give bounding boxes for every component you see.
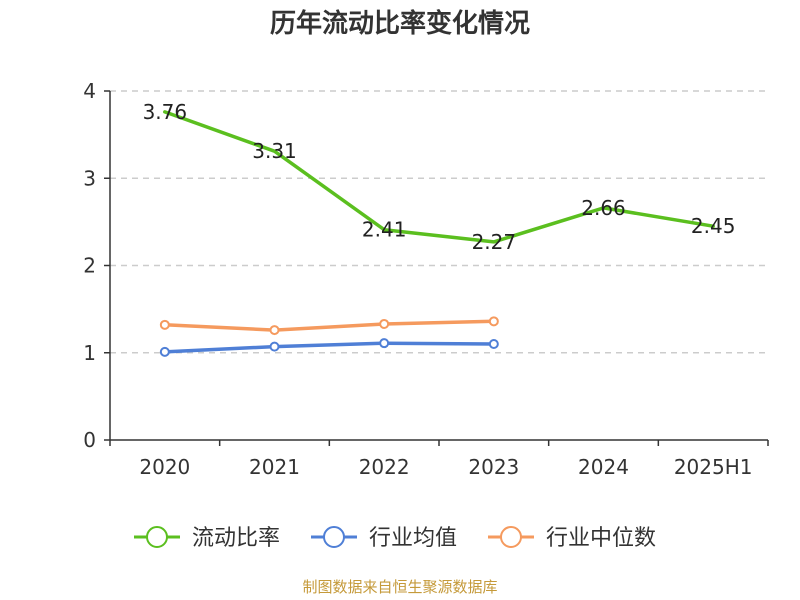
data-label: 2.45 xyxy=(691,214,736,238)
y-tick-label: 3 xyxy=(83,166,96,190)
x-tick-label: 2022 xyxy=(359,455,410,479)
x-tick-label: 2021 xyxy=(249,455,300,479)
data-point xyxy=(159,319,170,330)
data-point xyxy=(488,316,499,327)
source-note: 制图数据来自恒生聚源数据库 xyxy=(302,578,497,596)
x-tick-label: 2024 xyxy=(578,455,629,479)
data-labels: 3.76 3.31 2.41 2.27 2.66 2.45 xyxy=(143,100,736,254)
data-point xyxy=(269,325,280,336)
x-tick-label: 2023 xyxy=(468,455,519,479)
data-label: 2.41 xyxy=(362,218,407,242)
series-line xyxy=(163,110,715,244)
legend-label: 流动比率 xyxy=(192,526,280,551)
legend-swatch-marker xyxy=(146,526,168,548)
data-label: 3.31 xyxy=(252,139,297,163)
x-tick-label: 2020 xyxy=(139,455,190,479)
data-label: 2.27 xyxy=(472,230,517,254)
data-point xyxy=(488,339,499,350)
legend-swatch-marker xyxy=(500,526,522,548)
y-tick-label: 2 xyxy=(83,254,96,278)
data-point xyxy=(159,346,170,357)
y-tick-label: 0 xyxy=(83,428,96,452)
legend-label: 行业均值 xyxy=(369,526,457,551)
y-tick-label: 1 xyxy=(83,341,96,365)
data-point xyxy=(269,341,280,352)
axes: 0 1 2 3 4 2020 2021 2022 2023 2024 2025H1 xyxy=(83,79,769,479)
data-label: 2.66 xyxy=(581,196,626,220)
chart-title: 历年流动比率变化情况 xyxy=(270,8,530,39)
data-point xyxy=(379,318,390,329)
legend-label: 行业中位数 xyxy=(546,526,656,551)
y-tick-label: 4 xyxy=(83,79,96,103)
legend-swatch-marker xyxy=(323,526,345,548)
data-point xyxy=(379,338,390,349)
series-line xyxy=(163,319,496,332)
grid-lines xyxy=(110,90,768,354)
x-tick-label: 2025H1 xyxy=(674,455,753,479)
series-layer xyxy=(159,110,715,357)
series-line xyxy=(163,341,496,354)
legend: 流动比率 行业均值 行业中位数 xyxy=(134,526,656,551)
data-label: 3.76 xyxy=(143,100,188,124)
